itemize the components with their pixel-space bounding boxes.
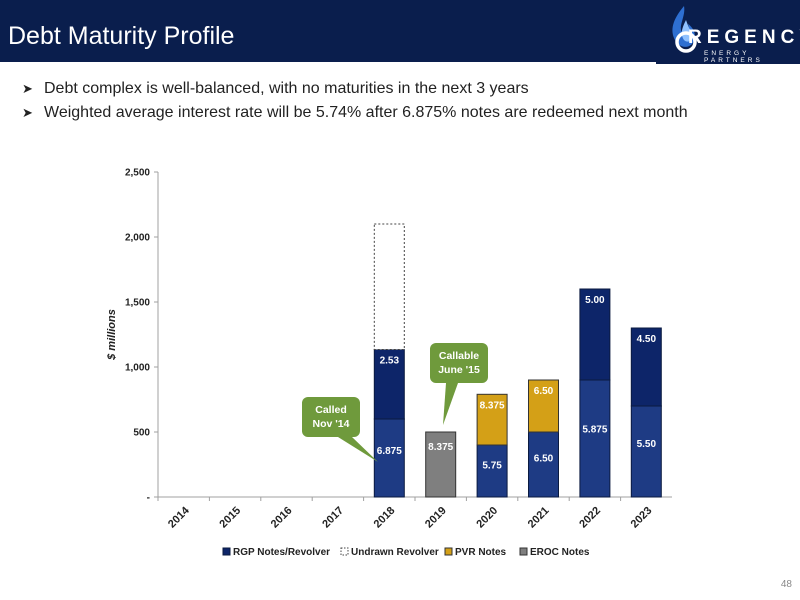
legend-swatch: [444, 547, 453, 556]
y-tick-label: -: [147, 493, 150, 504]
bullet-item: ➤ Debt complex is well-balanced, with no …: [22, 80, 529, 98]
y-tick-label: 1,500: [125, 298, 150, 309]
header-divider: [0, 62, 656, 65]
y-axis-label: $ millions: [106, 309, 118, 361]
data-label: 6.875: [377, 446, 402, 457]
page-number: 48: [780, 579, 792, 590]
bullet-text: Weighted average interest rate will be 5…: [44, 104, 688, 121]
bar-segment: [476, 393, 508, 446]
callout-pointer: [443, 383, 458, 425]
data-label: 6.50: [534, 453, 554, 464]
callout-pointer: [338, 437, 378, 462]
x-tick-label: 2014: [166, 504, 192, 530]
x-tick-label: 2022: [577, 505, 603, 531]
callout-text: June '15: [438, 364, 480, 376]
legend-swatch: [222, 547, 231, 556]
company-logo: REGENCY ENERGY PARTNERS: [660, 0, 800, 64]
header-bar: Debt Maturity Profile REGENCY ENERGY PAR…: [0, 0, 800, 65]
data-label: 5.00: [585, 295, 605, 306]
bar-segment: [373, 223, 405, 350]
legend-swatch: [519, 547, 528, 556]
bar-segment: [630, 405, 662, 498]
bar-segment: [373, 348, 405, 420]
arrow-bullet-icon: ➤: [22, 81, 33, 96]
logo-subtext: ENERGY PARTNERS: [704, 50, 763, 64]
data-label: 6.50: [534, 386, 554, 397]
logo-text: REGENCY: [688, 27, 800, 48]
legend-label: PVR Notes: [455, 547, 507, 558]
data-label: 4.50: [637, 334, 657, 345]
page-title: Debt Maturity Profile: [8, 22, 235, 50]
data-label: 5.50: [637, 439, 657, 450]
legend-label: EROC Notes: [530, 547, 590, 558]
bar-segment: [528, 379, 559, 433]
callout-box: [302, 397, 360, 437]
data-label: 5.75: [482, 460, 502, 471]
bullet-item: ➤ Weighted average interest rate will be …: [22, 104, 688, 122]
bar-segment: [528, 431, 559, 498]
y-tick-label: 2,000: [125, 233, 150, 244]
x-tick-label: 2023: [629, 505, 655, 531]
legend-label: Undrawn Revolver: [351, 547, 439, 558]
x-tick-label: 2017: [320, 505, 346, 531]
arrow-bullet-icon: ➤: [22, 105, 33, 120]
x-tick-label: 2016: [269, 505, 295, 531]
bar-segment: [579, 288, 611, 381]
bullet-text: Debt complex is well-balanced, with no m…: [44, 80, 529, 97]
legend-label: RGP Notes/Revolver: [233, 547, 330, 558]
data-label: 5.875: [582, 425, 607, 436]
x-tick-label: 2020: [474, 505, 500, 531]
legend-swatch: [340, 547, 349, 556]
bar-segment: [579, 379, 611, 498]
x-tick-label: 2019: [423, 505, 449, 531]
y-tick-label: 1,000: [125, 363, 150, 374]
x-tick-label: 2018: [372, 505, 398, 531]
data-label: 8.375: [480, 400, 505, 411]
bar-segment: [425, 431, 457, 498]
data-label: 2.53: [380, 355, 400, 366]
callout-text: Called: [315, 404, 347, 416]
flame-icon: [672, 6, 697, 53]
bar-segment: [630, 327, 662, 407]
y-tick-label: 500: [133, 428, 150, 439]
callout-text: Callable: [439, 350, 479, 362]
x-tick-label: 2015: [217, 505, 243, 531]
y-tick-label: 2,500: [125, 168, 150, 179]
data-label: 8.375: [428, 442, 453, 453]
x-tick-label: 2021: [526, 505, 552, 531]
callout-box: [430, 343, 488, 383]
callout-text: Nov '14: [313, 418, 350, 430]
bar-segment: [373, 418, 405, 498]
